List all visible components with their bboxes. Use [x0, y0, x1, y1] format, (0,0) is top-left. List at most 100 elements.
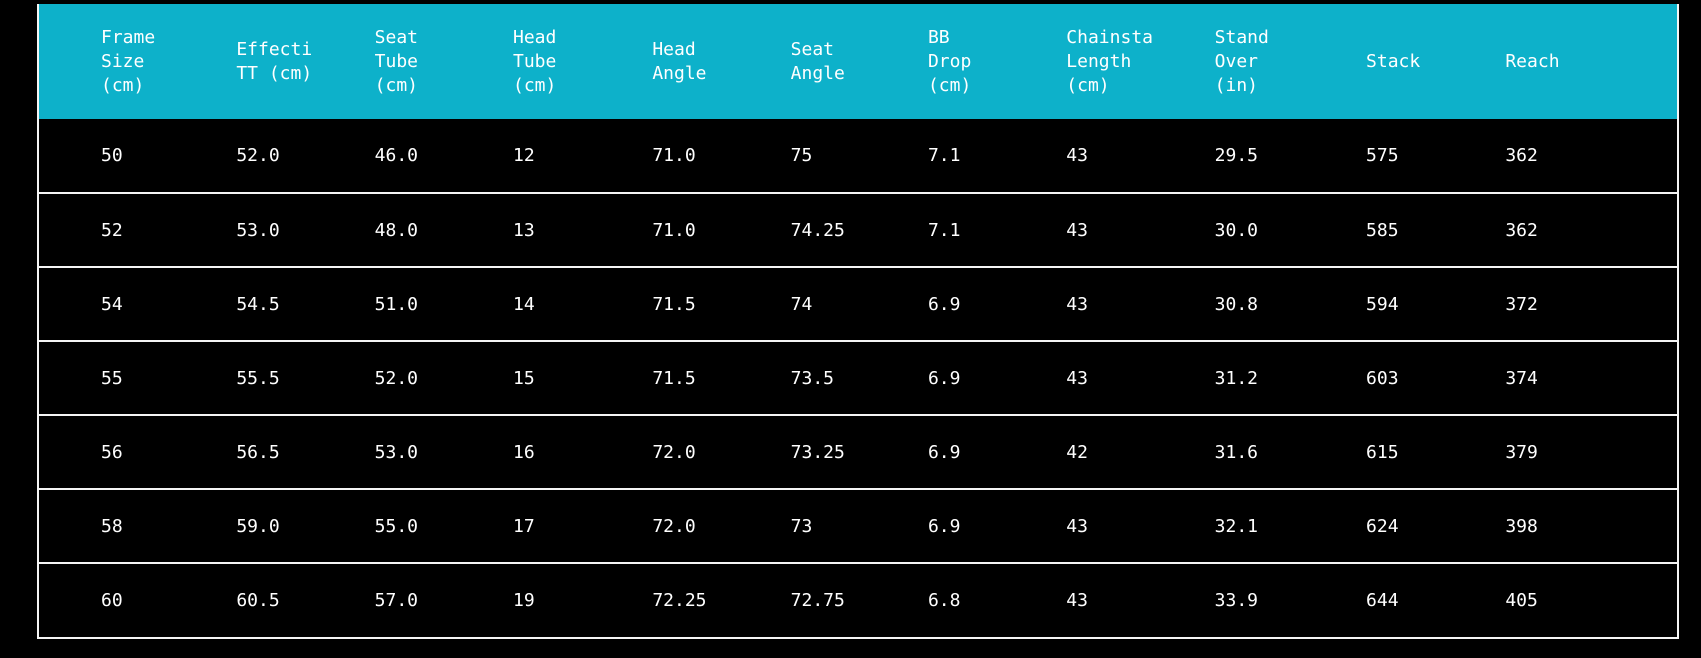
table-cell: 72.25 [652, 590, 707, 611]
table-cell: 53.0 [374, 441, 419, 463]
table-cell: 58 [101, 515, 123, 537]
header-row: Frame Size (cm) Effective TT (cm) Seat T… [39, 4, 1677, 119]
table-cell: 615 [1366, 441, 1399, 463]
table-cell: 7.1 [927, 219, 961, 241]
geometry-data-table: Frame Size (cm) Effective TT (cm) Seat T… [39, 4, 1677, 637]
table-cell: 17 [512, 515, 535, 537]
table-cell: 603 [1366, 367, 1399, 389]
table-cell: 30.8 [1214, 293, 1259, 315]
table-cell: 43 [1066, 515, 1088, 537]
column-header-seat-angle: Seat Angle [790, 38, 845, 84]
table-cell: 379 [1505, 441, 1538, 463]
table-cell: 6.8 [927, 590, 961, 611]
table-cell: 52.0 [374, 367, 419, 389]
column-header-reach: Reach [1505, 50, 1560, 72]
column-header-head-tube: Head Tube (cm) [512, 26, 557, 96]
table-cell: 13 [512, 219, 535, 241]
table-cell: 74 [790, 293, 813, 315]
table-cell: 398 [1505, 515, 1538, 537]
table-cell: 6.9 [927, 293, 961, 315]
column-header-chainstay-length: Chainstay Length (cm) [1066, 26, 1153, 96]
table-cell: 48.0 [374, 219, 419, 241]
table-row-size-60: 60 60.5 57.0 19 72.25 72.75 6.8 43 33.9 … [39, 563, 1677, 637]
table-row-size-56: 56 56.5 53.0 16 72.0 73.25 6.9 42 31.6 6… [39, 415, 1677, 489]
table-cell: 372 [1505, 293, 1538, 315]
column-header-seat-tube: Seat Tube (cm) [374, 26, 419, 96]
table-cell: 54 [101, 293, 123, 315]
table-row-size-52: 52 53.0 48.0 13 71.0 74.25 7.1 43 30.0 5… [39, 193, 1677, 267]
table-cell: 374 [1505, 367, 1538, 389]
table-cell: 60.5 [236, 590, 280, 611]
table-cell: 575 [1366, 145, 1399, 166]
table-cell: 29.5 [1214, 145, 1259, 166]
table-cell: 19 [512, 590, 535, 611]
geometry-table: Frame Size (cm) Effective TT (cm) Seat T… [37, 4, 1679, 639]
column-header-frame-size: Frame Size (cm) [101, 26, 156, 96]
column-header-bb-drop: BB Drop (cm) [927, 26, 972, 96]
table-cell: 405 [1505, 590, 1538, 611]
table-cell: 594 [1366, 293, 1399, 315]
table-row-size-55: 55 55.5 52.0 15 71.5 73.5 6.9 43 31.2 60… [39, 341, 1677, 415]
table-cell: 624 [1366, 515, 1399, 537]
table-cell: 60 [101, 590, 123, 611]
table-cell: 52.0 [236, 145, 280, 166]
table-cell: 55.5 [236, 367, 280, 389]
table-cell: 57.0 [374, 590, 419, 611]
table-cell: 30.0 [1214, 219, 1259, 241]
table-cell: 55 [101, 367, 123, 389]
table-cell: 585 [1366, 219, 1399, 241]
table-cell: 12 [512, 145, 535, 166]
table-cell: 43 [1066, 293, 1088, 315]
table-cell: 53.0 [236, 219, 280, 241]
table-cell: 6.9 [927, 367, 961, 389]
table-cell: 46.0 [374, 145, 419, 166]
table-cell: 55.0 [374, 515, 419, 537]
table-row-size-58: 58 59.0 55.0 17 72.0 73 6.9 43 32.1 624 … [39, 489, 1677, 563]
table-cell: 73 [790, 515, 813, 537]
table-cell: 52 [101, 219, 123, 241]
table-cell: 32.1 [1214, 515, 1259, 537]
table-cell: 72.0 [652, 441, 696, 463]
table-cell: 362 [1505, 219, 1538, 241]
table-cell: 31.6 [1214, 441, 1259, 463]
table-cell: 14 [512, 293, 535, 315]
table-cell: 72.0 [652, 515, 696, 537]
table-cell: 33.9 [1214, 590, 1259, 611]
table-cell: 72.75 [790, 590, 845, 611]
column-header-stack: Stack [1366, 50, 1421, 72]
table-cell: 50 [101, 145, 123, 166]
table-cell: 51.0 [374, 293, 419, 315]
table-cell: 59.0 [236, 515, 280, 537]
table-cell: 43 [1066, 367, 1088, 389]
column-header-head-angle: Head Angle [652, 38, 707, 84]
table-cell: 43 [1066, 590, 1088, 611]
table-cell: 6.9 [927, 515, 961, 537]
table-cell: 75 [790, 145, 813, 166]
table-cell: 644 [1366, 590, 1399, 611]
table-cell: 73.25 [790, 441, 845, 463]
table-body: 50 52.0 46.0 12 71.0 75 7.1 43 29.5 575 … [39, 119, 1677, 637]
table-header: Frame Size (cm) Effective TT (cm) Seat T… [39, 4, 1677, 119]
table-cell: 15 [512, 367, 535, 389]
table-cell: 71.0 [652, 145, 696, 166]
table-cell: 54.5 [236, 293, 280, 315]
table-cell: 73.5 [790, 367, 834, 389]
column-header-effective-tt: Effective TT (cm) [236, 38, 313, 84]
table-row-size-54: 54 54.5 51.0 14 71.5 74 6.9 43 30.8 594 … [39, 267, 1677, 341]
table-cell: 6.9 [927, 441, 961, 463]
table-cell: 56.5 [236, 441, 280, 463]
table-cell: 71.5 [652, 293, 696, 315]
table-cell: 56 [101, 441, 123, 463]
table-cell: 362 [1505, 145, 1538, 166]
table-cell: 42 [1066, 441, 1088, 463]
table-row-size-50: 50 52.0 46.0 12 71.0 75 7.1 43 29.5 575 … [39, 119, 1677, 193]
table-cell: 31.2 [1214, 367, 1259, 389]
table-cell: 71.5 [652, 367, 696, 389]
table-cell: 16 [512, 441, 535, 463]
table-cell: 43 [1066, 145, 1088, 166]
table-cell: 71.0 [652, 219, 696, 241]
column-header-stand-over: Stand Over (in) [1214, 26, 1269, 96]
table-cell: 7.1 [927, 145, 961, 166]
table-cell: 74.25 [790, 219, 845, 241]
table-cell: 43 [1066, 219, 1088, 241]
